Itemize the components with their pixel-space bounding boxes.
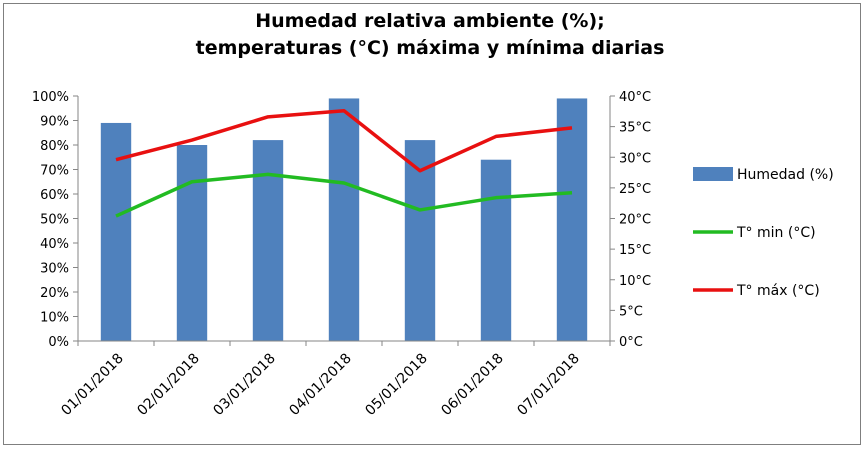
y-left-tick-label: 50% xyxy=(40,213,69,228)
y-right-tick-label: 35°C xyxy=(619,121,651,136)
humidity-bar xyxy=(556,98,588,341)
legend-swatch-humidity xyxy=(693,167,733,181)
humidity-bar xyxy=(252,140,284,341)
chart-title-line1: Humedad relativa ambiente (%); xyxy=(255,10,605,32)
legend-label: T° máx (°C) xyxy=(736,283,820,299)
y-left-tick-label: 10% xyxy=(40,311,69,326)
y-right-tick-label: 25°C xyxy=(619,182,651,197)
temp-max-line xyxy=(115,108,573,173)
humidity-bar xyxy=(176,145,208,341)
y-right-tick-label: 5°C xyxy=(619,304,643,319)
plot-area: 0% 10% 20% 30% 40% 50% 60% 70% 80% 90% 100% 0°C 5°C 1… xyxy=(32,90,651,419)
x-tick-label: 01/01/2018 xyxy=(58,351,126,419)
y-right-tick-label: 10°C xyxy=(619,274,651,289)
y-right-tick-label: 40°C xyxy=(619,90,651,105)
y-right-tick-label: 15°C xyxy=(619,243,651,258)
y-left-tick-label: 40% xyxy=(40,237,69,252)
y-left-tick-label: 90% xyxy=(40,115,69,130)
legend-label: Humedad (%) xyxy=(737,167,834,183)
humidity-bar xyxy=(404,140,436,341)
y-left-tick-label: 100% xyxy=(32,90,69,105)
humidity-bar xyxy=(480,159,512,341)
y-left-tick-label: 20% xyxy=(40,286,69,301)
humidity-bar xyxy=(328,98,360,341)
y-left-tick-label: 80% xyxy=(40,139,69,154)
x-tick-label: 02/01/2018 xyxy=(134,351,202,419)
y-left-tick-label: 70% xyxy=(40,164,69,179)
y-right-tick-label: 0°C xyxy=(619,335,643,350)
y-left-tick-label: 0% xyxy=(48,335,69,350)
x-tick-label: 03/01/2018 xyxy=(210,351,278,419)
legend-label: T° min (°C) xyxy=(736,225,816,241)
chart-title-line2: temperaturas (°C) máxima y mínima diaria… xyxy=(196,37,665,59)
x-tick-label: 07/01/2018 xyxy=(514,351,582,419)
x-tick-label: 04/01/2018 xyxy=(286,351,354,419)
x-tick-label: 06/01/2018 xyxy=(438,351,506,419)
temp-min-line xyxy=(115,172,573,218)
y-left-tick-label: 30% xyxy=(40,262,69,277)
y-right-tick-label: 20°C xyxy=(619,213,651,228)
y-right-tick-label: 30°C xyxy=(619,151,651,166)
x-tick-label: 05/01/2018 xyxy=(362,351,430,419)
y-left-tick-label: 60% xyxy=(40,188,69,203)
legend: Humedad (%) T° min (°C) T° máx (°C) xyxy=(693,167,834,299)
